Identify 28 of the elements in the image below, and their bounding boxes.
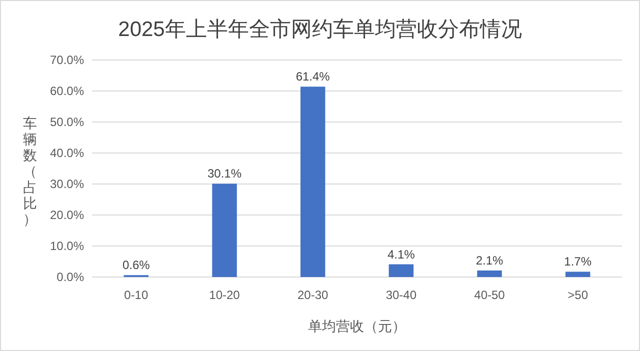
y-tick-label: 60.0% xyxy=(50,84,84,98)
y-tick-label: 0.0% xyxy=(56,270,84,284)
y-axis-title: 车辆数（占比） xyxy=(23,115,37,227)
x-tick-label: 10-20 xyxy=(209,288,240,302)
data-label: 0.6% xyxy=(122,258,150,272)
y-tick-label: 20.0% xyxy=(50,208,84,222)
chart-title: 2025年上半年全市网约车单均营收分布情况 xyxy=(118,18,522,41)
data-label: 2.1% xyxy=(476,253,504,268)
bar xyxy=(300,86,326,277)
x-tick-label: 20-30 xyxy=(297,288,328,302)
y-tick-label: 10.0% xyxy=(50,239,84,253)
x-tick-label: >50 xyxy=(568,288,588,302)
data-label: 4.1% xyxy=(387,247,416,262)
y-tick-label: 40.0% xyxy=(50,146,84,160)
x-tick-label: 40-50 xyxy=(474,288,506,302)
data-label: 61.4% xyxy=(296,70,330,84)
data-label: 30.1% xyxy=(207,166,242,181)
y-tick-label: 50.0% xyxy=(50,115,84,129)
y-tick-label: 70.0% xyxy=(50,53,84,67)
x-tick-label: 30-40 xyxy=(386,288,417,302)
bar xyxy=(565,272,590,277)
bar xyxy=(388,264,414,277)
y-tick-label: 30.0% xyxy=(50,177,84,191)
bar xyxy=(477,270,502,277)
bar xyxy=(212,184,237,277)
x-tick-label: 0-10 xyxy=(124,288,148,302)
x-axis-title: 单均营收（元） xyxy=(308,318,406,334)
data-label: 1.7% xyxy=(564,254,592,269)
